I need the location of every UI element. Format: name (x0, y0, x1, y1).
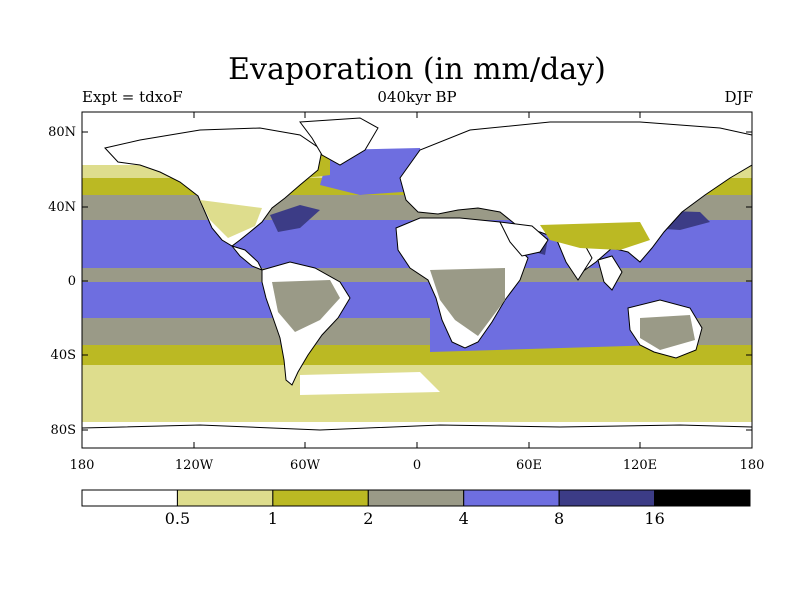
colorbar-swatch (367, 489, 465, 507)
colorbar-swatch (463, 489, 560, 507)
lon-tick-label: 60W (290, 458, 321, 473)
period-label: 040kyr BP (377, 88, 457, 106)
season-label: DJF (724, 88, 753, 106)
lon-tick-label: 180 (70, 458, 95, 473)
south-america-gray (272, 280, 340, 332)
band-equator-gray (82, 268, 752, 286)
experiment-label: Expt = tdxoF (82, 88, 183, 106)
lon-axis: 180 120W 60W 0 60E 120E 180 (70, 112, 765, 473)
lon-tick-label: 180 (740, 458, 765, 473)
lon-tick-label: 0 (413, 458, 421, 473)
colorbar-swatch (176, 489, 274, 507)
band-south-olive (82, 345, 752, 367)
lat-tick-label: 0 (68, 274, 76, 289)
antarctica (82, 424, 752, 448)
gulf-stream-high (270, 205, 320, 232)
eurasia (399, 121, 752, 273)
south-pacific-pale-patch (300, 372, 440, 395)
north-america-olive (200, 200, 262, 238)
plot-title: Evaporation (in mm/day) (228, 52, 606, 87)
australia-gray (640, 315, 695, 350)
colorbar-level-label: 0.5 (165, 509, 190, 528)
lat-tick-label: 80S (51, 423, 76, 438)
north-america (104, 127, 323, 247)
colorbar-level-label: 4 (459, 509, 469, 528)
colorbar-swatch (272, 489, 369, 507)
lon-tick-label: 60E (516, 458, 542, 473)
colorbar-level-label: 2 (363, 509, 373, 528)
southeast-asia (597, 255, 623, 291)
evaporation-field (82, 112, 752, 448)
asia-olive (540, 222, 650, 250)
colorbar-swatch (654, 489, 751, 507)
lon-tick-label: 120W (175, 458, 214, 473)
africa-gray (430, 268, 505, 336)
colorbar-level-label: 8 (554, 509, 564, 528)
sahara-low (405, 222, 500, 262)
lat-tick-label: 40N (48, 200, 76, 215)
lat-tick-label: 40S (51, 348, 76, 363)
colorbar-swatch (81, 489, 178, 507)
lat-tick-label: 80N (48, 125, 76, 140)
lat-axis: 80N 40N 0 40S 80S (48, 125, 752, 438)
colorbar-swatch (558, 489, 656, 507)
colorbar: 0.5 1 2 4 8 16 (81, 489, 751, 528)
greenland (299, 117, 379, 166)
colorbar-level-label: 16 (644, 509, 664, 528)
colorbar-level-label: 1 (268, 509, 278, 528)
arabia (499, 221, 549, 257)
lon-tick-label: 120E (623, 458, 657, 473)
